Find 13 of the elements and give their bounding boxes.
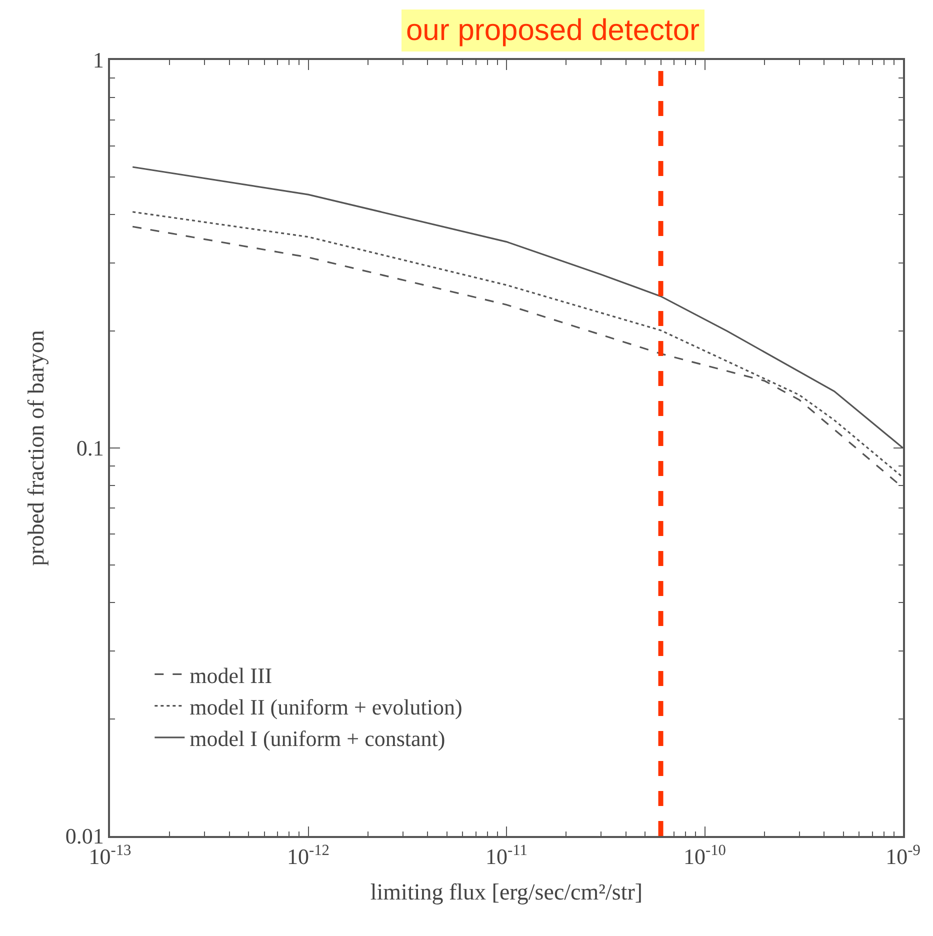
legend-label: model II (uniform + evolution) <box>190 694 462 720</box>
text: our proposed detector <box>406 14 700 47</box>
x-tick-label: 10$^{-12}$ <box>286 842 330 870</box>
y-tick-label: 1 <box>92 48 104 73</box>
y-tick-label: 0.1 <box>76 436 104 461</box>
legend-label: model III <box>190 662 272 688</box>
y-tick-label: 0.01 <box>65 824 104 849</box>
x-tick-label: 10$^{-11}$ <box>486 842 528 870</box>
x-tick-label: 10$^{-10}$ <box>683 842 726 870</box>
y-axis-title: probed fraction of baryon <box>23 330 48 566</box>
legend-label: model I (uniform + constant) <box>190 726 446 751</box>
x-tick-label: 10$^{-9}$ <box>886 842 921 870</box>
x-axis-title: limiting flux [erg/sec/cm²/str] <box>370 879 643 904</box>
